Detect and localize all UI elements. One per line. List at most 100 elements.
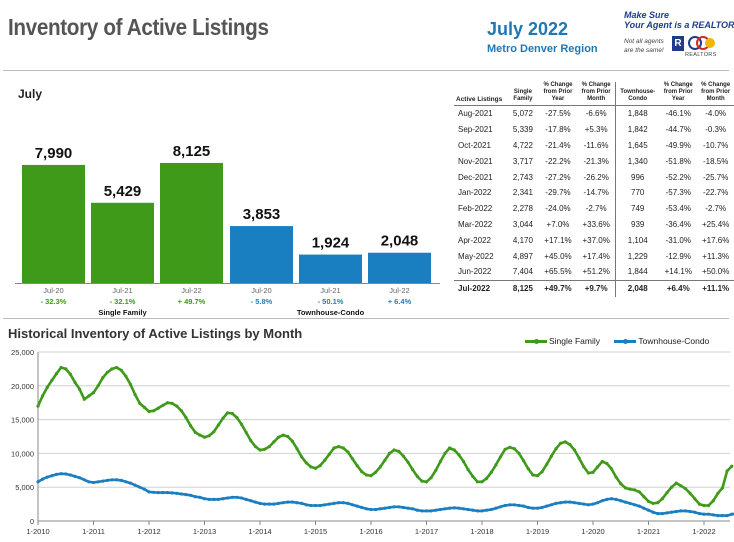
table-cell: 3,044 bbox=[512, 219, 533, 229]
point-townhouse-condo bbox=[179, 492, 183, 496]
table-cell: 5,072 bbox=[512, 109, 533, 119]
table-cell: Oct-2021 bbox=[458, 140, 491, 150]
point-townhouse-condo bbox=[596, 501, 600, 505]
region-label: Metro Denver Region bbox=[487, 43, 598, 55]
point-townhouse-condo bbox=[216, 497, 220, 501]
point-townhouse-condo bbox=[304, 503, 308, 507]
point-single-family bbox=[295, 447, 299, 451]
point-single-family bbox=[401, 454, 405, 458]
point-single-family bbox=[485, 476, 489, 480]
table-cell: 5,339 bbox=[512, 125, 533, 135]
point-single-family bbox=[494, 463, 498, 467]
point-single-family bbox=[281, 433, 285, 437]
point-townhouse-condo bbox=[651, 510, 655, 514]
x-tick-label: 1-2021 bbox=[637, 527, 660, 536]
legend-swatch-townhouse-condo bbox=[614, 338, 637, 344]
point-single-family bbox=[263, 447, 267, 451]
point-townhouse-condo bbox=[175, 491, 179, 495]
point-townhouse-condo bbox=[628, 501, 632, 505]
point-townhouse-condo bbox=[313, 503, 318, 508]
x-tick-label: 1-2015 bbox=[304, 527, 327, 536]
point-townhouse-condo bbox=[41, 477, 45, 481]
point-single-family bbox=[332, 446, 336, 450]
table-cell: -36.4% bbox=[665, 219, 691, 229]
column-header: Single Family bbox=[506, 82, 539, 106]
point-single-family bbox=[660, 497, 665, 501]
point-townhouse-condo bbox=[498, 505, 503, 509]
point-townhouse-condo bbox=[637, 504, 641, 508]
page-title: Inventory of Active Listings bbox=[8, 14, 269, 40]
table-row: Jun-2022 7,404 +65.5% +51.2% 1,844 +14.1% +50.… bbox=[454, 263, 734, 281]
point-single-family bbox=[438, 459, 442, 464]
table-cell: 1,229 bbox=[615, 248, 660, 264]
point-single-family bbox=[633, 488, 637, 492]
point-townhouse-condo bbox=[96, 480, 100, 484]
point-townhouse-condo bbox=[670, 510, 674, 514]
table-cell: +9.7% bbox=[577, 279, 616, 297]
point-single-family bbox=[68, 372, 72, 376]
point-townhouse-condo bbox=[341, 501, 345, 505]
point-single-family bbox=[249, 439, 253, 443]
x-tick-label: 1-2016 bbox=[359, 527, 382, 536]
point-townhouse-condo bbox=[665, 511, 669, 515]
table-cell: 996 bbox=[615, 169, 660, 185]
table-cell: Jul-2022 bbox=[454, 279, 507, 297]
point-townhouse-condo bbox=[656, 512, 660, 516]
point-single-family bbox=[341, 446, 345, 450]
point-single-family bbox=[656, 501, 660, 505]
point-single-family bbox=[216, 423, 220, 427]
point-townhouse-condo bbox=[295, 501, 299, 505]
point-single-family bbox=[619, 482, 623, 486]
point-single-family bbox=[170, 401, 174, 405]
table-row: Dec-2021 2,743 -27.2% -26.2% 996 -52.2% -25.7% bbox=[454, 169, 734, 185]
point-single-family bbox=[522, 459, 526, 463]
table-cell: 1,645 bbox=[615, 137, 660, 154]
point-townhouse-condo bbox=[374, 507, 378, 512]
note-line-2: are the same! bbox=[624, 47, 664, 54]
point-single-family bbox=[212, 430, 216, 434]
point-single-family bbox=[152, 409, 156, 413]
point-single-family bbox=[235, 416, 239, 420]
point-single-family bbox=[138, 401, 142, 405]
point-single-family bbox=[688, 491, 692, 495]
series-line-single-family bbox=[36, 366, 734, 507]
table-cell: -44.7% bbox=[665, 125, 691, 135]
table-row: Aug-2021 5,072 -27.5% -6.6% 1,848 -46.1% -4.0% bbox=[454, 105, 734, 122]
table-cell: 2,278 bbox=[512, 204, 533, 214]
point-townhouse-condo bbox=[508, 503, 512, 507]
point-single-family bbox=[591, 470, 595, 474]
bar-change-label: + 6.4% bbox=[388, 297, 412, 306]
point-townhouse-condo bbox=[392, 505, 396, 509]
point-townhouse-condo bbox=[59, 472, 63, 476]
table-cell: +45.0% bbox=[544, 251, 572, 261]
table-cell: 3,717 bbox=[512, 156, 533, 166]
point-townhouse-condo bbox=[300, 501, 304, 505]
point-single-family bbox=[683, 487, 688, 491]
point-single-family bbox=[415, 474, 419, 478]
point-single-family bbox=[59, 365, 63, 370]
bar-group-label: Townhouse-Condo bbox=[297, 308, 365, 317]
bar-change-label: - 32.3% bbox=[41, 297, 67, 306]
legend-label-single-family: Single Family bbox=[549, 336, 601, 346]
point-townhouse-condo bbox=[457, 506, 461, 510]
table-cell: -2.7% bbox=[705, 204, 727, 214]
point-townhouse-condo bbox=[82, 478, 86, 482]
table-cell: -14.7% bbox=[583, 188, 609, 198]
point-townhouse-condo bbox=[128, 481, 133, 485]
point-single-family bbox=[124, 374, 128, 378]
realtor-logo: R bbox=[672, 36, 684, 51]
point-single-family bbox=[424, 480, 429, 484]
table-cell: +65.5% bbox=[544, 267, 572, 277]
point-townhouse-condo bbox=[45, 475, 49, 479]
point-townhouse-condo bbox=[198, 495, 202, 499]
point-single-family bbox=[420, 479, 424, 483]
point-townhouse-condo bbox=[387, 505, 392, 510]
table-cell: +11.3% bbox=[702, 251, 730, 261]
point-single-family bbox=[304, 461, 308, 465]
table-cell: +49.7% bbox=[538, 279, 578, 297]
point-single-family bbox=[540, 470, 544, 474]
point-townhouse-condo bbox=[554, 501, 558, 505]
tagline-line-2: Your Agent is a REALTOR® bbox=[624, 20, 734, 30]
point-single-family bbox=[730, 464, 734, 468]
x-tick-label: 1-2014 bbox=[248, 527, 271, 536]
